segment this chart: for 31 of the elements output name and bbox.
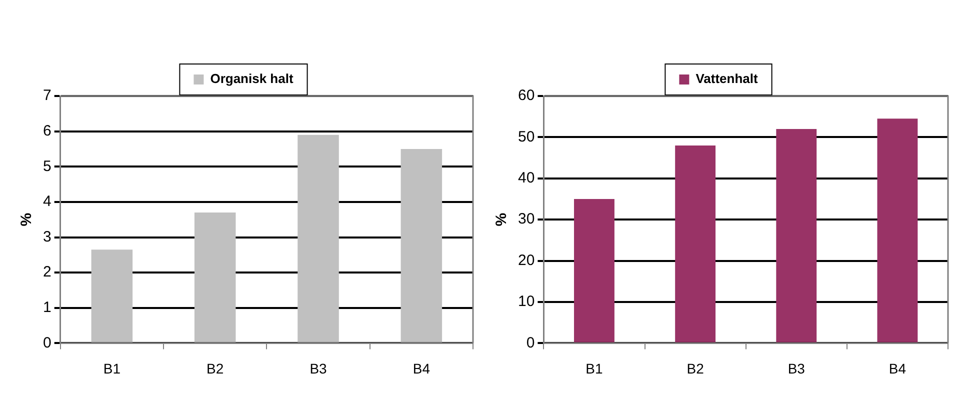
y-tick-label: 10 — [518, 293, 535, 310]
legend-label: Organisk halt — [210, 71, 294, 86]
y-tick-label: 50 — [518, 128, 535, 146]
x-tick-label: B2 — [686, 360, 704, 376]
x-tick-label: B3 — [788, 360, 806, 376]
bar — [91, 250, 133, 342]
x-tick-label: B1 — [103, 360, 121, 376]
y-tick-label: 6 — [43, 122, 52, 140]
y-tick-label: 1 — [43, 299, 52, 316]
y-tick-label: 7 — [43, 87, 52, 104]
y-tick-label: 5 — [43, 158, 52, 175]
bar — [194, 212, 236, 342]
y-tick-label: 0 — [526, 334, 535, 352]
y-tick-label: 0 — [43, 334, 52, 352]
x-tick-label: B3 — [310, 360, 328, 376]
y-axis-title: % — [18, 212, 36, 226]
y-tick-label: 20 — [518, 252, 535, 269]
y-tick-label: 40 — [518, 170, 535, 187]
bar — [400, 148, 442, 342]
y-tick-label: 2 — [43, 264, 52, 281]
y-tick-label: 30 — [518, 210, 535, 228]
y-axis-title: % — [493, 212, 510, 226]
y-tick-label: 60 — [518, 87, 535, 104]
x-tick-label: B1 — [586, 360, 603, 376]
y-tick-label: 4 — [43, 193, 52, 210]
x-tick-label: B2 — [206, 360, 224, 376]
legend-label: Vattenhalt — [696, 71, 758, 86]
x-tick-label: B4 — [412, 360, 430, 376]
y-tick-label: 3 — [43, 228, 52, 246]
x-tick-label: B4 — [888, 360, 906, 376]
bar — [298, 134, 339, 342]
